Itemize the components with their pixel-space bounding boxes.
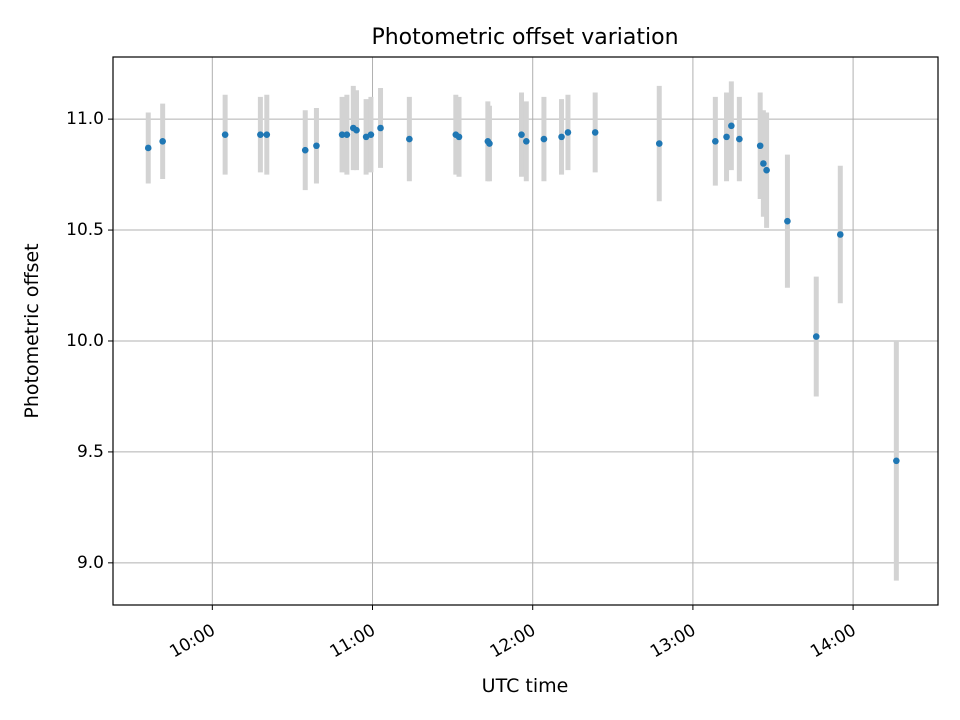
data-point <box>736 135 743 143</box>
data-point <box>367 131 375 138</box>
data-point <box>486 140 493 147</box>
y-tick-label: 10.0 <box>66 331 104 351</box>
data-point <box>712 138 719 145</box>
data-point <box>144 144 152 152</box>
data-point <box>257 131 264 138</box>
y-tick-label: 11.0 <box>66 109 104 129</box>
data-point <box>836 231 844 238</box>
data-point <box>343 131 351 138</box>
data-point <box>723 133 730 141</box>
data-point <box>523 138 530 145</box>
data-point <box>377 124 384 132</box>
data-point <box>338 131 346 138</box>
y-tick-label: 10.5 <box>66 220 104 240</box>
data-point <box>263 131 271 138</box>
data-point <box>893 457 900 465</box>
data-point <box>756 142 764 150</box>
data-point <box>763 166 770 174</box>
data-point <box>221 131 229 138</box>
x-axis-label: UTC time <box>482 675 569 697</box>
data-point <box>313 142 320 150</box>
data-points <box>144 122 900 465</box>
data-point <box>558 133 565 141</box>
data-point <box>655 140 663 147</box>
data-point <box>159 138 166 145</box>
data-point <box>591 129 599 136</box>
y-tick-label: 9.0 <box>77 553 104 573</box>
data-point <box>406 135 413 143</box>
chart-title: Photometric offset variation <box>371 25 678 50</box>
plot-frame <box>112 56 939 606</box>
data-point <box>455 133 463 141</box>
y-tick-label: 9.5 <box>77 442 104 462</box>
data-point <box>728 122 735 130</box>
data-point <box>812 333 820 340</box>
data-point <box>760 160 767 167</box>
y-axis-label: Photometric offset <box>21 243 43 418</box>
data-point <box>784 217 791 225</box>
y-axis-ticks: 9.0 9.5 10.0 10.5 11.0 <box>66 109 113 573</box>
data-point <box>540 135 548 143</box>
data-point <box>353 126 360 134</box>
data-point <box>564 129 572 136</box>
data-point <box>518 131 525 138</box>
data-point <box>301 146 309 154</box>
